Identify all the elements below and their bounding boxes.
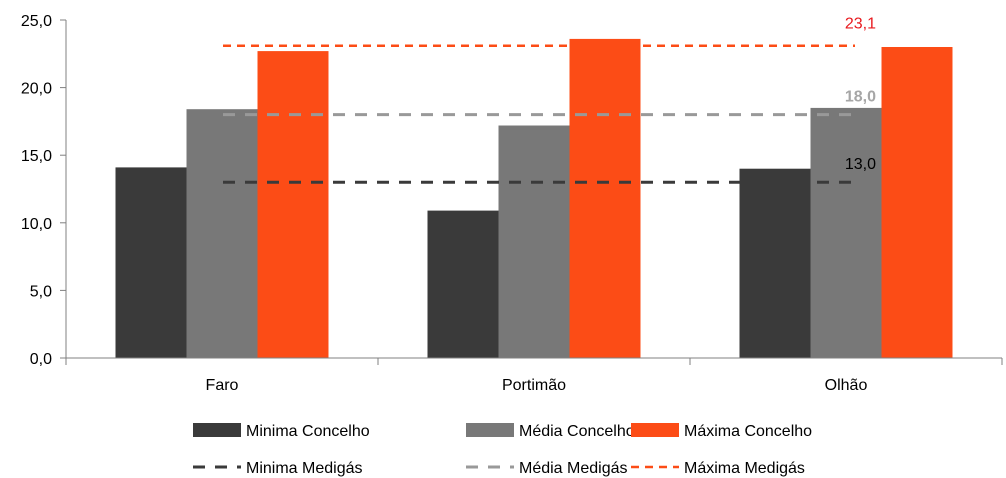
legend-label-media-concelho: Média Concelho — [519, 423, 635, 440]
legend: Minima Concelho Média Concelho Máxima Conc… — [193, 423, 812, 477]
bar-media-concelho-faro — [186, 109, 258, 358]
bar-minima-concelho-olhao — [739, 168, 811, 358]
legend-swatch-minima-concelho — [193, 423, 241, 437]
refline-label-minima-medigas: 13,0 — [845, 156, 876, 173]
legend-label-maxima-concelho: Máxima Concelho — [684, 423, 812, 440]
axes-layer: 0,0 5,0 10,0 15,0 20,0 25,0 Faro Portimão Olhão — [21, 13, 1003, 394]
bar-maxima-concelho-faro — [257, 51, 329, 358]
y-tick-label: 5,0 — [30, 283, 52, 300]
bar-maxima-concelho-portimao — [569, 38, 641, 359]
legend-swatch-media-concelho — [466, 423, 514, 437]
refline-label-maxima-medigas: 23,1 — [845, 16, 876, 33]
refline-label-media-medigas: 18,0 — [845, 89, 876, 106]
legend-swatch-maxima-concelho — [631, 423, 679, 437]
x-tick-label: Portimão — [502, 377, 566, 394]
bar-maxima-concelho-olhao — [881, 47, 953, 358]
legend-label-media-medigas: Média Medigás — [519, 460, 628, 477]
x-tick-label: Faro — [206, 377, 239, 394]
legend-label-maxima-medigas: Máxima Medigás — [684, 460, 805, 477]
bars-layer — [115, 38, 953, 359]
legend-label-minima-medigas: Minima Medigás — [246, 460, 362, 477]
legend-label-minima-concelho: Minima Concelho — [246, 423, 370, 440]
y-tick-label: 0,0 — [30, 351, 52, 368]
y-tick-label: 15,0 — [21, 148, 52, 165]
y-tick-label: 10,0 — [21, 216, 52, 233]
reference-labels-layer: 13,0 18,0 23,1 — [845, 16, 876, 173]
y-tick-label: 20,0 — [21, 81, 52, 98]
y-tick-label: 25,0 — [21, 13, 52, 30]
x-tick-label: Olhão — [825, 377, 868, 394]
bar-minima-concelho-portimao — [427, 210, 499, 358]
bar-media-concelho-portimao — [498, 125, 570, 358]
bar-media-concelho-olhao — [810, 107, 882, 359]
bar-minima-concelho-faro — [115, 167, 187, 358]
reference-lines-layer — [223, 44, 855, 184]
